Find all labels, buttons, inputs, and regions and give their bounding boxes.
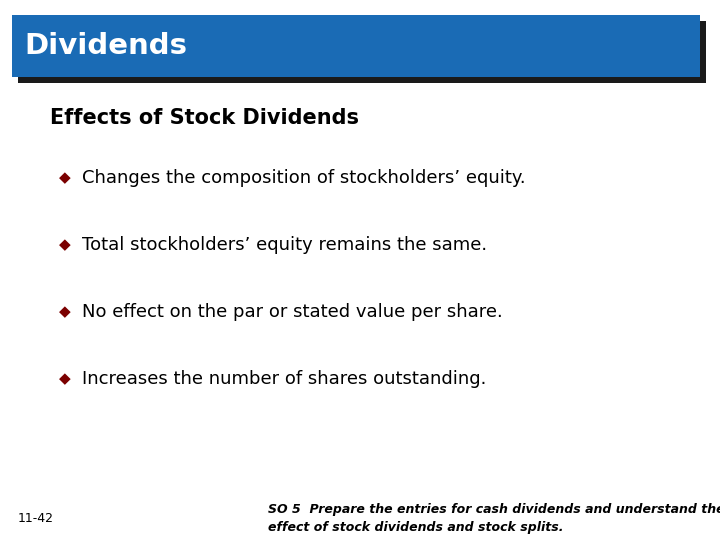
Text: ◆: ◆ xyxy=(59,238,71,253)
Text: 11-42: 11-42 xyxy=(18,511,54,524)
Text: Dividends: Dividends xyxy=(24,32,187,60)
Bar xyxy=(18,21,706,83)
Text: Changes the composition of stockholders’ equity.: Changes the composition of stockholders’… xyxy=(82,169,526,187)
Text: effect of stock dividends and stock splits.: effect of stock dividends and stock spli… xyxy=(268,521,564,534)
Text: ◆: ◆ xyxy=(59,171,71,186)
Text: SO 5  Prepare the entries for cash dividends and understand the: SO 5 Prepare the entries for cash divide… xyxy=(268,503,720,516)
Text: Effects of Stock Dividends: Effects of Stock Dividends xyxy=(50,108,359,128)
Text: ◆: ◆ xyxy=(59,305,71,320)
Text: No effect on the par or stated value per share.: No effect on the par or stated value per… xyxy=(82,303,503,321)
Text: ◆: ◆ xyxy=(59,372,71,387)
Text: Increases the number of shares outstanding.: Increases the number of shares outstandi… xyxy=(82,370,487,388)
Text: Total stockholders’ equity remains the same.: Total stockholders’ equity remains the s… xyxy=(82,236,487,254)
Bar xyxy=(12,15,700,77)
